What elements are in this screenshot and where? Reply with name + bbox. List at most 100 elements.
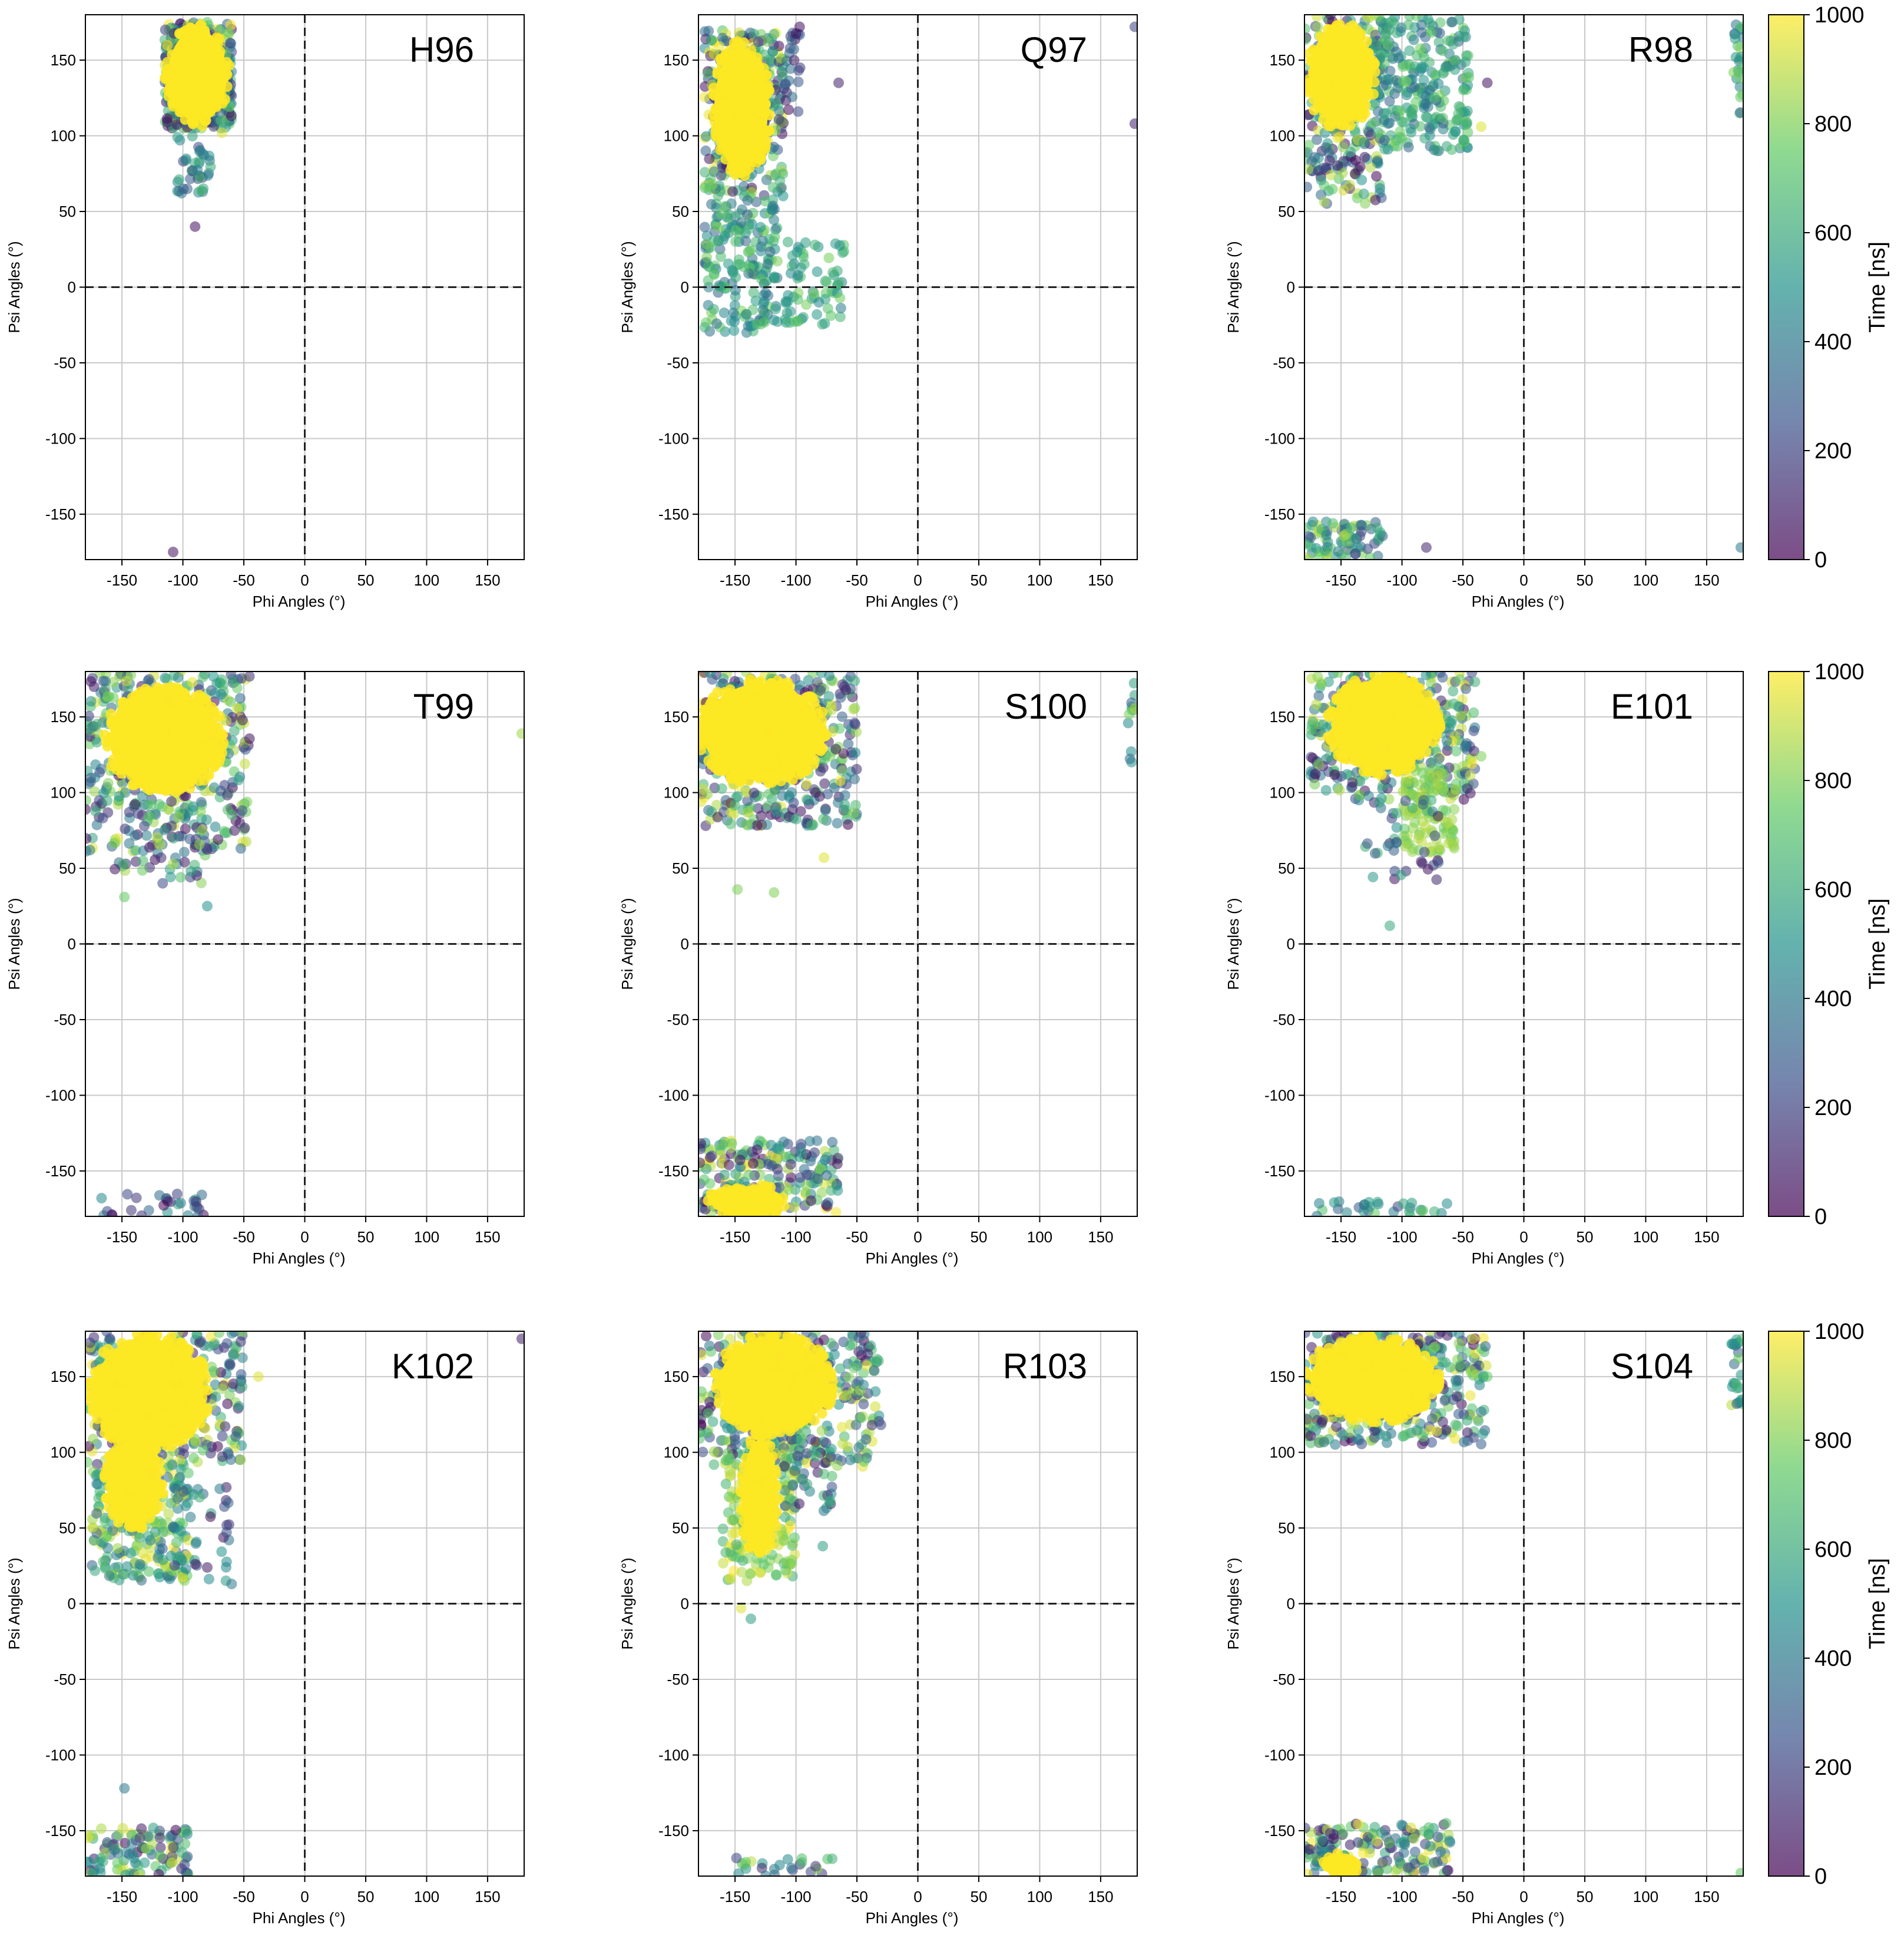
scatter-point: [706, 199, 717, 210]
scatter-point: [240, 759, 250, 769]
scatter-point: [1350, 533, 1361, 544]
scatter-point: [787, 704, 798, 715]
scatter-point: [703, 736, 714, 747]
scatter-point: [193, 81, 204, 91]
scatter-point: [1321, 785, 1332, 796]
scatter-point: [1450, 127, 1461, 137]
scatter-point: [235, 693, 246, 703]
scatter-point: [187, 677, 197, 687]
scatter-point: [756, 811, 766, 821]
panel-q97: -150-150-100-100-50-50005050100100150150…: [618, 15, 1140, 610]
scatter-point: [1449, 64, 1460, 75]
scatter-point: [836, 692, 846, 703]
scatter-point: [815, 685, 826, 696]
scatter-point: [755, 222, 766, 233]
scatter-point: [1332, 133, 1343, 143]
x-tick-label: -50: [1452, 571, 1474, 589]
scatter-point: [220, 94, 230, 105]
scatter-point: [724, 1160, 734, 1170]
scatter-point: [833, 78, 844, 88]
scatter-point: [1345, 180, 1355, 190]
x-tick-label: 50: [357, 1228, 375, 1246]
scatter-point: [770, 710, 780, 721]
scatter-point: [814, 745, 824, 756]
x-tick-label: -100: [168, 1228, 198, 1246]
scatter-point: [1438, 113, 1448, 123]
scatter-point: [1381, 29, 1392, 39]
scatter-point: [81, 833, 91, 844]
y-tick-label: 0: [681, 935, 689, 953]
scatter-point: [1403, 19, 1413, 30]
scatter-point: [199, 775, 210, 786]
scatter-point: [1347, 777, 1357, 788]
scatter-point: [1383, 144, 1393, 154]
x-tick-label: -100: [781, 1228, 812, 1246]
scatter-point: [85, 723, 96, 734]
scatter-point: [747, 712, 757, 722]
scatter-point: [779, 1201, 789, 1212]
scatter-point: [734, 229, 745, 239]
scatter-point: [735, 124, 746, 134]
x-tick-label: 150: [1694, 1228, 1719, 1246]
scatter-point: [103, 778, 114, 789]
scatter-point: [1337, 142, 1348, 153]
scatter-point: [710, 706, 720, 717]
scatter-point: [1476, 121, 1486, 132]
scatter-point: [849, 808, 859, 818]
scatter-point: [728, 52, 739, 62]
x-tick-label: -150: [107, 1228, 137, 1246]
scatter-point: [89, 682, 100, 692]
scatter-point: [178, 782, 188, 792]
scatter-point: [708, 692, 718, 703]
scatter-point: [119, 892, 130, 902]
scatter-point: [731, 98, 742, 109]
scatter-point: [849, 717, 860, 728]
scatter-point: [1441, 62, 1451, 72]
scatter-point: [734, 696, 744, 706]
scatter-point: [734, 27, 744, 38]
scatter-point: [1387, 16, 1398, 27]
scatter-point: [1326, 170, 1336, 180]
scatter-point: [1334, 785, 1345, 795]
scatter-point: [1300, 539, 1311, 550]
residue-label: S100: [1005, 687, 1087, 726]
x-tick-label: 0: [1519, 1228, 1528, 1246]
scatter-point: [746, 674, 756, 685]
scatter-point: [787, 92, 797, 102]
scatter-point: [1125, 753, 1135, 764]
x-axis-label: Phi Angles (°): [253, 1249, 346, 1267]
scatter-point: [729, 325, 739, 336]
scatter-point: [733, 161, 743, 171]
scatter-point: [720, 107, 731, 117]
scatter-point: [1313, 759, 1324, 769]
scatter-point: [210, 688, 220, 699]
x-tick-label: -100: [1387, 1228, 1418, 1246]
scatter-point: [751, 77, 761, 88]
scatter-point: [226, 111, 237, 121]
scatter-point: [762, 1182, 773, 1193]
scatter-point: [1323, 24, 1333, 35]
scatter-point: [1416, 61, 1427, 72]
scatter-point: [752, 820, 763, 831]
scatter-point: [761, 84, 771, 95]
scatter-point: [793, 759, 803, 769]
scatter-point: [191, 1196, 201, 1207]
x-tick-label: 150: [475, 571, 500, 589]
scatter-point: [198, 729, 208, 740]
scatter-point: [1338, 107, 1349, 117]
y-tick-label: 100: [1270, 784, 1295, 802]
scatter-point: [769, 887, 779, 898]
scatter-point: [744, 775, 754, 786]
scatter-point: [1362, 79, 1373, 90]
scatter-point: [1361, 37, 1372, 47]
scatter-point: [806, 1195, 816, 1206]
scatter-point: [832, 818, 843, 829]
scatter-point: [164, 762, 175, 773]
scatter-point: [1423, 14, 1433, 25]
scatter-point: [1356, 520, 1366, 530]
scatter-point: [820, 805, 831, 816]
scatter-point: [126, 762, 137, 772]
scatter-point: [843, 819, 853, 830]
scatter-point: [748, 1158, 759, 1169]
scatter-point: [1735, 107, 1746, 118]
